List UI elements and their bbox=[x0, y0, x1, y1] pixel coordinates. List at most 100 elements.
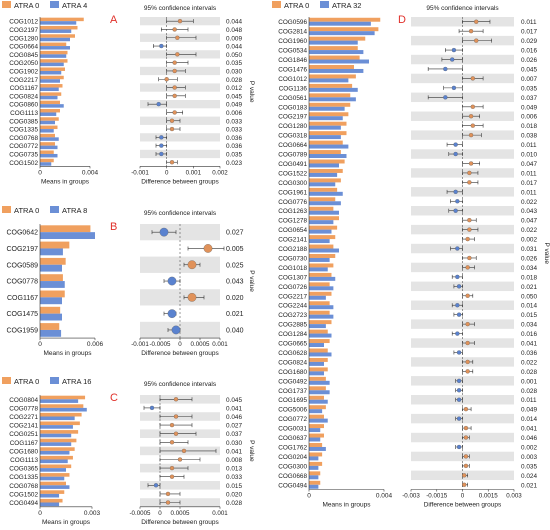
bar-ATRA-0 bbox=[309, 386, 326, 391]
bar-ATRA-4 bbox=[40, 62, 64, 67]
diff-point bbox=[465, 321, 470, 327]
left-tick-label: 0.003 bbox=[84, 510, 101, 517]
right-tick-label: 0 bbox=[178, 341, 182, 348]
legend-swatch-ATRA-16 bbox=[50, 377, 59, 384]
bar-ATRA-0 bbox=[309, 27, 379, 32]
bar-ATRA-32 bbox=[309, 50, 364, 55]
p-value: 0.016 bbox=[521, 48, 537, 55]
bar-ATRA-0 bbox=[40, 395, 86, 400]
diff-point bbox=[453, 189, 458, 194]
category-label: COG0385 bbox=[9, 118, 38, 125]
diff-point bbox=[165, 491, 171, 497]
diff-point bbox=[177, 18, 183, 24]
bar-ATRA-0 bbox=[309, 301, 330, 306]
bar-ATRA-0 bbox=[309, 348, 328, 353]
bar-ATRA-32 bbox=[309, 229, 332, 234]
right-tick-label: 0.0005 bbox=[171, 510, 190, 517]
p-value: 0.001 bbox=[521, 378, 537, 385]
category-label: COG0664 bbox=[9, 44, 38, 51]
legend-label: ATRA 4 bbox=[62, 1, 87, 10]
bar-ATRA-4 bbox=[40, 145, 58, 150]
category-label: COG0665 bbox=[278, 341, 307, 348]
diff-point bbox=[169, 118, 175, 123]
diff-point bbox=[177, 457, 183, 462]
diff-point bbox=[456, 284, 462, 289]
bar-ATRA-8 bbox=[40, 297, 62, 305]
left-tick-label: 0.006 bbox=[87, 341, 104, 348]
diff-point bbox=[153, 483, 159, 488]
category-label: COG2885 bbox=[278, 322, 307, 329]
category-label: COG0204 bbox=[278, 454, 307, 461]
row-stripe bbox=[140, 100, 220, 109]
p-value: 0.033 bbox=[226, 474, 242, 481]
diff-point bbox=[467, 170, 472, 176]
legend-label: ATRA 8 bbox=[62, 206, 87, 215]
p-value: 0.049 bbox=[521, 407, 537, 414]
bar-ATRA-0 bbox=[309, 424, 324, 429]
diff-point bbox=[467, 218, 472, 223]
bar-ATRA-0 bbox=[309, 65, 354, 69]
category-label: COG1737 bbox=[278, 388, 307, 395]
p-value-axis-label: P value bbox=[248, 81, 255, 103]
legend-label: ATRA 32 bbox=[332, 1, 361, 10]
bar-ATRA-0 bbox=[40, 92, 62, 96]
left-tick-label: 0 bbox=[38, 341, 42, 348]
category-label: COG0772 bbox=[278, 416, 307, 423]
category-label: COG0824 bbox=[9, 93, 38, 100]
bar-ATRA-8 bbox=[40, 313, 62, 321]
diff-point bbox=[467, 255, 472, 261]
bar-ATRA-0 bbox=[40, 34, 75, 38]
p-value: 0.041 bbox=[521, 341, 537, 348]
p-value: 0.028 bbox=[521, 369, 537, 376]
row-stripe bbox=[140, 133, 220, 142]
category-label: COG0824 bbox=[278, 359, 307, 366]
bar-ATRA-32 bbox=[309, 361, 324, 366]
right-tick-label: -0.001 bbox=[131, 169, 149, 176]
diff-point bbox=[443, 66, 448, 72]
p-value: 0.041 bbox=[226, 448, 242, 455]
bar-ATRA-0 bbox=[40, 133, 55, 138]
diff-point bbox=[453, 208, 458, 213]
p-value: 0.038 bbox=[521, 133, 537, 140]
bar-ATRA-0 bbox=[309, 443, 323, 447]
category-label: COG1280 bbox=[9, 35, 38, 42]
p-value: 0.006 bbox=[521, 114, 537, 121]
category-label: COG1307 bbox=[278, 274, 307, 281]
bar-ATRA-0 bbox=[40, 241, 70, 249]
category-label: COG0804 bbox=[9, 397, 38, 404]
diff-point bbox=[465, 265, 470, 270]
p-value: 0.008 bbox=[226, 457, 242, 464]
bar-ATRA-0 bbox=[309, 480, 321, 485]
diff-point bbox=[172, 60, 177, 65]
bar-ATRA-32 bbox=[309, 305, 334, 310]
bar-ATRA-0 bbox=[309, 131, 347, 136]
p-value: 0.049 bbox=[226, 102, 242, 109]
bar-ATRA-4 bbox=[40, 162, 52, 166]
diff-point bbox=[450, 57, 455, 62]
panel-letter: C bbox=[110, 392, 118, 404]
bar-ATRA-0 bbox=[40, 42, 67, 47]
diff-point bbox=[169, 465, 175, 471]
category-label: COG1960 bbox=[278, 38, 307, 45]
category-label: COG0730 bbox=[278, 255, 307, 262]
diff-point bbox=[456, 444, 462, 450]
bar-ATRA-16 bbox=[40, 407, 87, 412]
bar-ATRA-0 bbox=[309, 225, 338, 230]
ci-title: 95% confidence intervals bbox=[144, 5, 217, 12]
panel-letter: D bbox=[398, 14, 406, 26]
diff-point bbox=[465, 340, 470, 346]
bar-ATRA-0 bbox=[309, 206, 334, 211]
legend-swatch-ATRA-8 bbox=[50, 206, 59, 213]
bar-ATRA-0 bbox=[40, 421, 80, 426]
category-label: COG1502 bbox=[9, 160, 38, 167]
p-value: 0.011 bbox=[521, 170, 537, 177]
category-label: COG0860 bbox=[9, 102, 38, 109]
category-label: COG1284 bbox=[278, 331, 307, 338]
category-label: COG1695 bbox=[278, 397, 307, 404]
bar-ATRA-0 bbox=[40, 17, 84, 22]
bar-ATRA-16 bbox=[40, 416, 75, 421]
bar-ATRA-0 bbox=[40, 473, 70, 477]
bar-ATRA-32 bbox=[309, 484, 319, 489]
right-tick-label: -0.0005 bbox=[150, 341, 172, 348]
category-label: COG1961 bbox=[278, 189, 307, 196]
